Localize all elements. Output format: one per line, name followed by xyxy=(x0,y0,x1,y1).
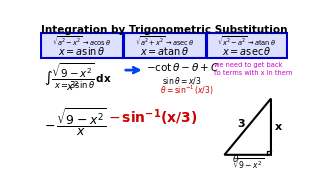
Text: $\sqrt{x^2 - a^2} \rightarrow a\tan\theta$: $\sqrt{x^2 - a^2} \rightarrow a\tan\thet… xyxy=(217,35,276,50)
Bar xyxy=(41,33,123,58)
Text: $\sqrt{a^2 + x^2} \rightarrow a\sec\theta$: $\sqrt{a^2 + x^2} \rightarrow a\sec\thet… xyxy=(135,35,195,50)
Bar xyxy=(124,33,206,58)
Text: x: x xyxy=(275,122,282,132)
Text: $\theta = \sin^{-1}(x/3)$: $\theta = \sin^{-1}(x/3)$ xyxy=(160,83,214,97)
Text: 3: 3 xyxy=(238,119,245,129)
Bar xyxy=(207,33,287,58)
Text: $\sin\theta = x/3$: $\sin\theta = x/3$ xyxy=(163,75,202,87)
Text: $-\,\mathbf{sin^{-1}(x/3)}$: $-\,\mathbf{sin^{-1}(x/3)}$ xyxy=(108,108,197,129)
Text: $\int \dfrac{\sqrt{9 - x^2}}{x^2}\,\mathbf{dx}$: $\int \dfrac{\sqrt{9 - x^2}}{x^2}\,\math… xyxy=(44,61,111,93)
Text: $x = a\sec\theta$: $x = a\sec\theta$ xyxy=(222,46,272,57)
Text: $\theta$: $\theta$ xyxy=(232,152,240,163)
Text: $x = 3\sin\theta$: $x = 3\sin\theta$ xyxy=(54,79,95,90)
Text: $x = a\sin\theta$: $x = a\sin\theta$ xyxy=(58,46,106,57)
Text: $\sqrt{9 - x^2}$: $\sqrt{9 - x^2}$ xyxy=(232,157,264,172)
Text: $-\,\dfrac{\sqrt{9 - x^2}}{x}$: $-\,\dfrac{\sqrt{9 - x^2}}{x}$ xyxy=(44,106,107,138)
Text: $x = a\tan\theta$: $x = a\tan\theta$ xyxy=(140,46,189,57)
Text: $-\cot\theta - \theta + C$: $-\cot\theta - \theta + C$ xyxy=(146,61,220,73)
Text: we need to get back
to terms with x in them: we need to get back to terms with x in t… xyxy=(214,62,293,76)
Text: $\sqrt{a^2 - x^2} \rightarrow a\cos\theta$: $\sqrt{a^2 - x^2} \rightarrow a\cos\thet… xyxy=(52,35,111,50)
Text: Integration by Trigonometric Substitution: Integration by Trigonometric Substitutio… xyxy=(41,25,287,35)
